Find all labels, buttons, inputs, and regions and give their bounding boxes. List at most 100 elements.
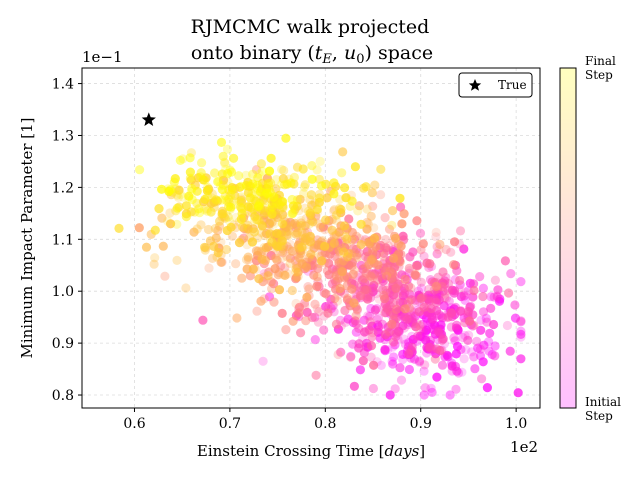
walk-point: [516, 277, 526, 287]
walk-point: [367, 254, 378, 264]
walk-point: [269, 219, 279, 229]
walk-point: [378, 251, 389, 261]
walk-point: [292, 195, 302, 205]
walk-point: [236, 181, 246, 191]
walk-point: [346, 351, 356, 361]
walk-point: [369, 223, 379, 233]
walk-point: [293, 272, 303, 282]
walk-point: [368, 286, 378, 296]
y-tick-label: 0.8: [52, 388, 74, 404]
walk-point: [279, 165, 289, 176]
walk-point: [368, 201, 378, 211]
walk-point: [369, 360, 379, 370]
walk-point: [404, 364, 414, 375]
walk-point: [234, 238, 245, 248]
walk-point: [413, 331, 423, 341]
walk-point: [416, 283, 427, 293]
walk-point: [231, 259, 241, 269]
walk-point: [256, 159, 266, 169]
walk-point: [380, 266, 390, 276]
walk-point: [387, 356, 397, 366]
walk-point: [329, 238, 339, 248]
walk-point: [310, 251, 320, 261]
colorbar-bottom-label-line1: Initial: [585, 395, 621, 409]
walk-point: [419, 251, 429, 261]
walk-point: [433, 327, 443, 337]
walk-point: [437, 360, 448, 370]
walk-point: [265, 229, 275, 239]
walk-point: [372, 314, 382, 325]
walk-point: [382, 303, 392, 313]
walk-point: [269, 297, 279, 307]
walk-point: [340, 183, 350, 193]
walk-point: [291, 264, 301, 274]
walk-point: [337, 243, 347, 253]
walk-point: [267, 209, 277, 219]
walk-point: [502, 320, 512, 331]
walk-point: [218, 151, 228, 161]
walk-point: [184, 191, 194, 201]
walk-point: [415, 228, 426, 238]
walk-point: [398, 354, 408, 365]
walk-point: [245, 193, 255, 203]
walk-point: [392, 290, 402, 300]
walk-point: [419, 390, 429, 400]
walk-point: [312, 165, 322, 175]
walk-point: [352, 250, 362, 260]
walk-point: [350, 316, 360, 326]
walk-point: [281, 325, 291, 335]
walk-point: [252, 306, 262, 316]
walk-point: [312, 272, 322, 282]
walk-point: [469, 279, 479, 289]
walk-point: [295, 253, 305, 263]
walk-point: [197, 158, 207, 168]
walk-point: [203, 182, 213, 192]
walk-point: [510, 300, 520, 310]
walk-point: [302, 292, 312, 302]
colorbar-bottom-label-line2: Step: [585, 409, 613, 423]
walk-point: [373, 260, 383, 270]
walk-point: [333, 349, 343, 360]
walk-point: [383, 241, 394, 251]
walk-point: [281, 133, 291, 143]
y-tick-label: 1.3: [52, 128, 74, 144]
walk-point: [426, 383, 436, 393]
walk-point: [346, 249, 356, 259]
walk-point: [254, 169, 264, 179]
walk-point: [399, 334, 409, 344]
walk-point: [472, 336, 482, 346]
walk-point: [419, 324, 429, 334]
walk-point: [203, 191, 213, 201]
walk-point: [172, 203, 182, 213]
walk-point: [287, 209, 297, 219]
walk-point: [440, 293, 450, 303]
colorbar-top-label-line1: Final: [585, 54, 616, 68]
walk-point: [430, 295, 440, 305]
x-tick-label: 0.7: [219, 416, 241, 432]
walk-point: [277, 308, 287, 318]
walk-point: [331, 319, 341, 329]
walk-point: [392, 328, 402, 338]
y-axis-ticks: 0.8 0.9 1.0 1.1 1.2 1.3 1.4: [52, 77, 82, 404]
walk-point: [420, 333, 430, 343]
walk-point: [270, 264, 280, 274]
walk-point: [315, 156, 325, 166]
walk-point: [387, 319, 397, 329]
walk-point: [388, 359, 398, 369]
walk-point: [324, 258, 334, 268]
walk-point: [485, 328, 495, 338]
walk-point: [459, 354, 469, 364]
walk-point: [351, 311, 361, 321]
walk-point: [400, 304, 410, 314]
walk-point: [241, 170, 251, 180]
walk-point: [395, 193, 405, 203]
walk-point: [516, 317, 526, 327]
walk-point: [452, 320, 462, 330]
walk-point: [327, 225, 337, 235]
walk-point: [478, 357, 488, 367]
walk-point: [425, 335, 435, 345]
walk-point: [300, 180, 310, 190]
walk-point: [366, 341, 377, 351]
walk-point: [267, 202, 277, 212]
walk-point: [277, 229, 287, 239]
